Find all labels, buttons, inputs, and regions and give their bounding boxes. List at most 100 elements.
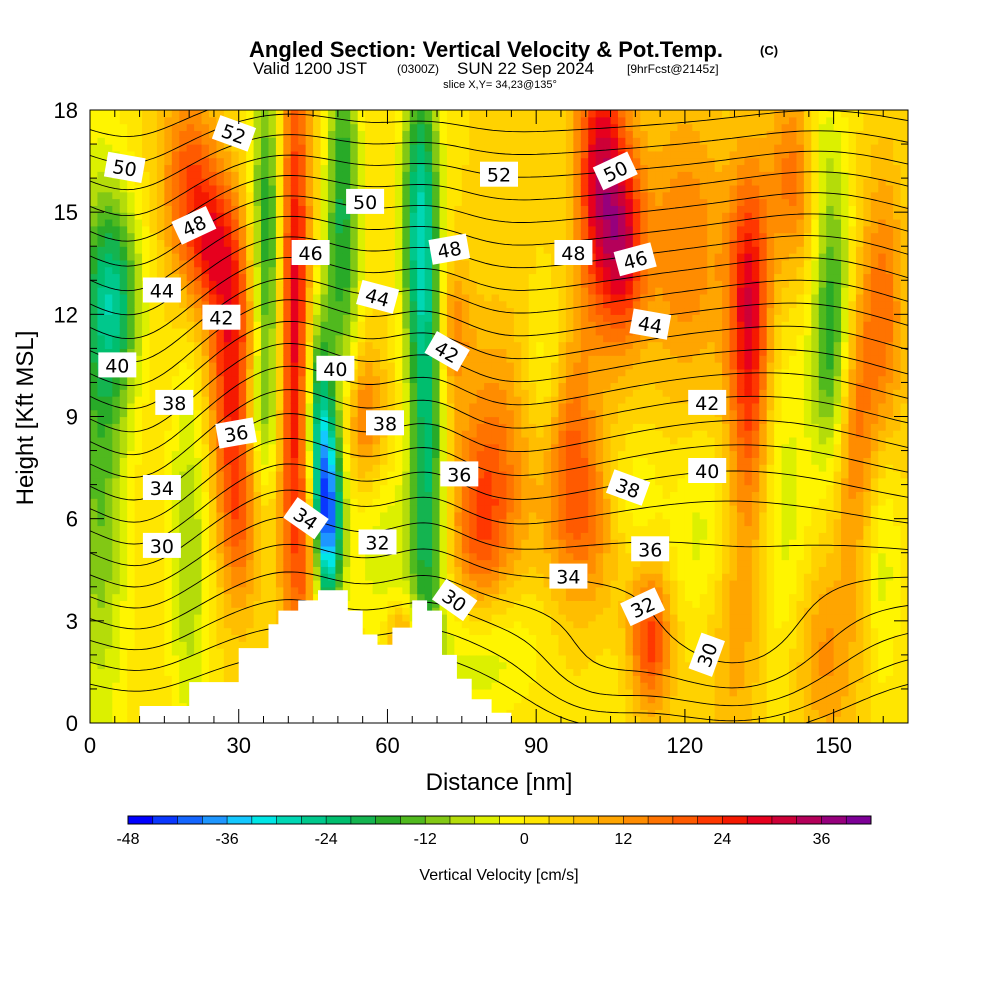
velocity-cell xyxy=(253,593,262,601)
velocity-cell xyxy=(469,416,478,424)
velocity-cell xyxy=(253,498,262,506)
velocity-cell xyxy=(424,539,433,547)
velocity-cell xyxy=(461,137,470,145)
velocity-cell xyxy=(261,239,270,247)
velocity-cell xyxy=(342,389,351,397)
velocity-cell xyxy=(342,253,351,261)
velocity-cell xyxy=(216,559,225,567)
velocity-cell xyxy=(446,375,455,384)
velocity-cell xyxy=(357,484,366,493)
velocity-cell xyxy=(484,266,493,275)
velocity-cell xyxy=(402,464,411,472)
velocity-cell xyxy=(484,559,493,567)
velocity-cell xyxy=(313,593,322,601)
velocity-cell xyxy=(283,348,292,356)
velocity-cell xyxy=(216,355,225,363)
velocity-cell xyxy=(208,280,218,288)
velocity-cell xyxy=(223,144,232,152)
velocity-cell xyxy=(104,334,113,343)
velocity-cell xyxy=(246,375,255,384)
velocity-cell xyxy=(194,675,203,683)
velocity-cell xyxy=(179,573,188,581)
velocity-cell xyxy=(112,416,121,424)
velocity-cell xyxy=(238,273,247,281)
velocity-cell xyxy=(365,484,374,493)
velocity-cell xyxy=(90,287,99,295)
velocity-cell xyxy=(246,532,255,540)
velocity-cell xyxy=(365,491,374,499)
velocity-cell xyxy=(357,457,366,465)
velocity-cell xyxy=(142,695,151,704)
velocity-cell xyxy=(134,573,143,581)
velocity-cell xyxy=(357,239,366,247)
velocity-cell xyxy=(268,375,277,384)
velocity-cell xyxy=(499,702,508,710)
velocity-cell xyxy=(476,409,485,418)
velocity-cell xyxy=(313,232,322,241)
velocity-cell xyxy=(238,607,247,615)
velocity-cell xyxy=(246,368,255,377)
velocity-cell xyxy=(387,116,396,125)
velocity-cell xyxy=(305,232,314,241)
velocity-cell xyxy=(387,511,396,520)
velocity-cell xyxy=(298,457,307,465)
velocity-cell xyxy=(402,362,411,370)
velocity-cell xyxy=(275,253,284,261)
velocity-cell xyxy=(432,443,441,452)
velocity-cell xyxy=(446,287,455,295)
velocity-cell xyxy=(298,116,307,125)
velocity-cell xyxy=(231,171,240,179)
velocity-cell xyxy=(90,239,99,247)
velocity-cell xyxy=(283,525,292,533)
velocity-cell xyxy=(179,430,188,438)
velocity-cell xyxy=(186,205,195,213)
velocity-cell xyxy=(350,144,359,152)
velocity-cell xyxy=(491,184,500,193)
velocity-cell xyxy=(372,110,381,118)
velocity-cell xyxy=(461,430,470,438)
velocity-cell xyxy=(149,457,158,465)
velocity-cell xyxy=(290,402,299,411)
velocity-cell xyxy=(201,620,210,629)
velocity-cell xyxy=(149,688,158,697)
velocity-cell xyxy=(90,443,99,452)
velocity-cell xyxy=(335,137,344,145)
velocity-cell xyxy=(409,184,418,193)
velocity-cell xyxy=(149,525,158,533)
velocity-cell xyxy=(186,314,195,322)
velocity-cell xyxy=(127,436,136,445)
velocity-cell xyxy=(417,321,426,329)
velocity-cell xyxy=(409,218,418,227)
velocity-cell xyxy=(149,498,158,506)
velocity-cell xyxy=(327,273,336,281)
velocity-cell xyxy=(90,178,99,186)
velocity-cell xyxy=(164,688,173,697)
velocity-cell xyxy=(164,579,173,588)
velocity-cell xyxy=(476,586,485,595)
velocity-cell xyxy=(424,573,433,581)
velocity-cell xyxy=(134,682,143,690)
velocity-cell xyxy=(409,484,418,493)
velocity-cell xyxy=(365,607,374,615)
velocity-cell xyxy=(156,416,165,424)
velocity-cell xyxy=(365,593,374,601)
velocity-cell xyxy=(268,184,277,193)
velocity-cell xyxy=(283,266,292,275)
velocity-cell xyxy=(253,402,262,411)
velocity-cell xyxy=(164,450,173,458)
velocity-cell xyxy=(268,586,277,595)
velocity-cell xyxy=(201,593,210,601)
velocity-cell xyxy=(298,150,307,159)
velocity-cell xyxy=(402,532,411,540)
velocity-cell xyxy=(335,253,344,261)
velocity-cell xyxy=(476,525,485,533)
velocity-cell xyxy=(261,491,270,499)
velocity-cell xyxy=(365,552,374,561)
velocity-cell xyxy=(97,334,106,343)
velocity-cell xyxy=(476,293,485,302)
velocity-cell xyxy=(261,362,270,370)
velocity-cell xyxy=(476,307,485,315)
velocity-cell xyxy=(231,484,240,493)
velocity-cell xyxy=(394,593,403,601)
velocity-cell xyxy=(119,634,128,642)
